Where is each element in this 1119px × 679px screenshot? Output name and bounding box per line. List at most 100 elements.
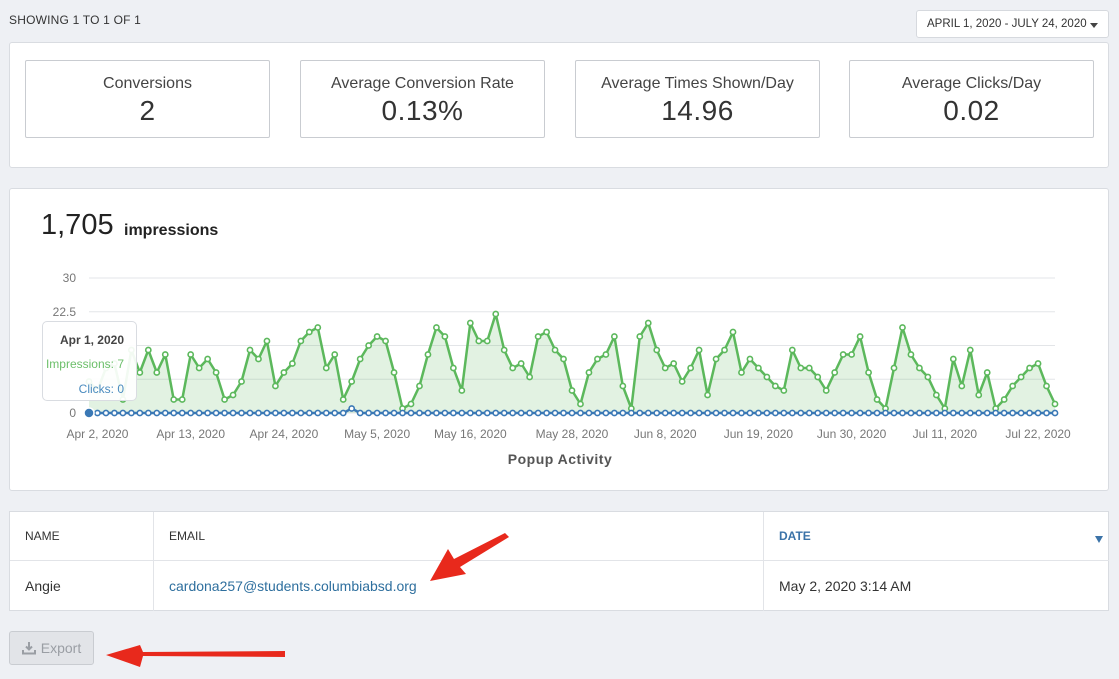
clicks-point (831, 409, 839, 417)
impressions-point (195, 364, 203, 372)
clicks-point (1009, 409, 1017, 417)
clicks-point (610, 409, 618, 417)
impressions-point (433, 324, 440, 331)
impressions-point (509, 364, 517, 372)
clicks-point (356, 409, 364, 417)
popup-activity-chart: 0 22.5 30 Apr 2, 2020 Apr 13, 2020 Apr 24, 20… (53, 271, 1071, 467)
clicks-point (170, 409, 178, 417)
column-header-date[interactable]: DATE (764, 512, 1109, 560)
impressions-point (288, 360, 296, 367)
clicks-point (1051, 409, 1059, 417)
clicks-point (890, 409, 898, 417)
clicks-point (534, 409, 542, 417)
clicks-point (382, 409, 389, 417)
impressions-point (280, 369, 288, 376)
impressions-point (449, 364, 457, 372)
impressions-point (390, 369, 398, 376)
x-axis-title: Popup Activity (508, 451, 613, 467)
impressions-point (424, 351, 432, 358)
export-button[interactable]: Export (9, 631, 94, 665)
stat-card-avg-times-shown: Average Times Shown/Day 14.96 (575, 60, 820, 138)
impressions-label: impressions (124, 222, 219, 239)
impressions-point (585, 369, 593, 376)
clicks-point (339, 409, 347, 417)
impressions-point (229, 391, 237, 399)
impressions-point (797, 364, 805, 372)
tooltip-clicks: Clicks: 0 (78, 382, 124, 396)
clicks-point (509, 409, 517, 417)
impressions-point (670, 360, 678, 367)
clicks-point (916, 409, 923, 417)
impressions-point (212, 369, 220, 376)
clicks-point (551, 409, 559, 417)
clicks-point (755, 409, 762, 417)
impressions-point (687, 364, 695, 372)
impressions-point (339, 396, 347, 403)
clicks-point (1034, 409, 1042, 417)
clicks-point (687, 409, 695, 417)
clicks-point (136, 409, 144, 417)
impressions-point (492, 310, 500, 318)
clicks-point (797, 409, 805, 417)
stat-value: 14.96 (661, 95, 734, 126)
impressions-point (822, 387, 830, 394)
date-range-dropdown[interactable]: APRIL 1, 2020 - JULY 24, 2020 (916, 10, 1109, 38)
clicks-point (932, 409, 940, 417)
impressions-point (856, 333, 864, 340)
x-tick-label: Apr 24, 2020 (250, 427, 319, 441)
clicks-point (161, 409, 169, 417)
impressions-point (678, 378, 686, 385)
clicks-point (373, 409, 381, 417)
sort-desc-icon[interactable] (1095, 536, 1103, 543)
stat-value: 0.02 (943, 95, 1000, 126)
clicks-point (983, 409, 991, 417)
column-header-email[interactable]: EMAIL (154, 512, 764, 560)
stat-label: Average Times Shown/Day (601, 75, 794, 92)
clicks-point (949, 409, 957, 417)
impressions-point (712, 355, 720, 363)
clicks-point (636, 409, 644, 417)
clicks-point (805, 409, 813, 417)
email-link[interactable]: cardona257@students.columbiabsd.org (169, 578, 417, 594)
impressions-point (297, 337, 305, 345)
column-header-name[interactable]: NAME (10, 512, 154, 560)
clicks-point (966, 409, 974, 417)
clicks-point (924, 409, 932, 417)
clicks-point (594, 409, 601, 417)
clicks-point (263, 409, 271, 417)
clicks-point (788, 409, 796, 417)
impressions-point (170, 396, 178, 403)
cell-date: May 2, 2020 3:14 AM (764, 560, 1109, 611)
impressions-point (1000, 396, 1008, 403)
clicks-point (492, 409, 500, 417)
impressions-point (966, 346, 974, 354)
impressions-point (890, 364, 898, 372)
stat-card-avg-clicks: Average Clicks/Day 0.02 (849, 60, 1094, 138)
clicks-point (111, 409, 118, 417)
impressions-point (975, 391, 983, 399)
clicks-point (814, 409, 822, 417)
impressions-point (755, 364, 762, 372)
clicks-point (602, 409, 610, 417)
impressions-point (780, 387, 788, 394)
clicks-point (288, 409, 296, 417)
x-tick-label: Jul 11, 2020 (913, 427, 978, 441)
clicks-point (526, 409, 534, 417)
impressions-point (653, 346, 661, 354)
impressions-point (738, 369, 745, 376)
impressions-point (560, 355, 567, 363)
impressions-point (1009, 382, 1017, 390)
impressions-point (483, 337, 491, 345)
clicks-point (695, 409, 703, 417)
impressions-point (602, 351, 610, 358)
impressions-point (178, 396, 186, 403)
clicks-point (178, 409, 186, 417)
clicks-point (127, 409, 135, 417)
clicks-point (94, 409, 101, 417)
x-tick-label: May 5, 2020 (344, 427, 410, 441)
impressions-point (416, 382, 423, 390)
x-tick-label: Apr 2, 2020 (66, 427, 128, 441)
clicks-point (314, 409, 322, 417)
clicks-point (1017, 409, 1025, 417)
date-range-label: APRIL 1, 2020 - JULY 24, 2020 (927, 18, 1087, 30)
